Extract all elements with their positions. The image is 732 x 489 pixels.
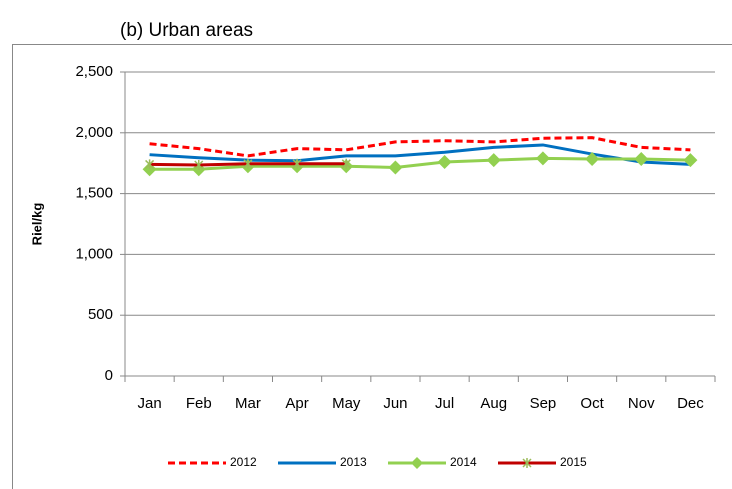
x-tick-label: Jun bbox=[383, 395, 407, 412]
series-line bbox=[149, 156, 691, 171]
point-marker bbox=[341, 158, 351, 169]
point-marker bbox=[194, 160, 204, 171]
y-axis-label: Riel/kg bbox=[29, 203, 44, 246]
point-marker bbox=[634, 151, 649, 166]
point-marker bbox=[145, 159, 155, 170]
x-tick-label: Apr bbox=[285, 395, 308, 412]
y-tick-label: 2,000 bbox=[75, 124, 113, 141]
series-line bbox=[149, 136, 691, 158]
x-tick-label: Feb bbox=[186, 395, 212, 412]
y-tick-label: 2,500 bbox=[75, 63, 113, 80]
x-tick-label: Dec bbox=[677, 395, 704, 412]
point-marker bbox=[388, 160, 403, 175]
x-tick-label: Mar bbox=[235, 395, 261, 412]
point-marker bbox=[437, 154, 452, 169]
point-marker bbox=[683, 153, 698, 168]
x-tick-label: Oct bbox=[580, 395, 604, 412]
x-tick-label: Nov bbox=[628, 395, 655, 412]
legend-marker bbox=[522, 458, 532, 468]
legend-label: 2014 bbox=[450, 455, 477, 469]
chart-border bbox=[12, 44, 732, 489]
y-tick-label: 1,000 bbox=[75, 245, 113, 262]
legend-label: 2012 bbox=[230, 455, 257, 469]
x-tick-label: May bbox=[332, 395, 361, 412]
chart-title: (b) Urban areas bbox=[120, 20, 253, 41]
point-marker bbox=[585, 151, 600, 166]
legend-label: 2013 bbox=[340, 455, 367, 469]
x-tick-label: Aug bbox=[480, 395, 507, 412]
x-tick-label: Sep bbox=[530, 395, 557, 412]
y-tick-label: 1,500 bbox=[75, 185, 113, 202]
legend-label: 2015 bbox=[560, 455, 587, 469]
x-tick-label: Jul bbox=[435, 395, 454, 412]
series-line bbox=[149, 143, 691, 166]
point-marker bbox=[535, 151, 550, 166]
legend-marker bbox=[411, 457, 423, 469]
point-marker bbox=[292, 158, 302, 169]
point-marker bbox=[243, 158, 253, 169]
y-tick-label: 0 bbox=[105, 367, 113, 384]
point-marker bbox=[486, 153, 501, 168]
x-tick-label: Jan bbox=[137, 395, 161, 412]
y-tick-label: 500 bbox=[88, 306, 113, 323]
